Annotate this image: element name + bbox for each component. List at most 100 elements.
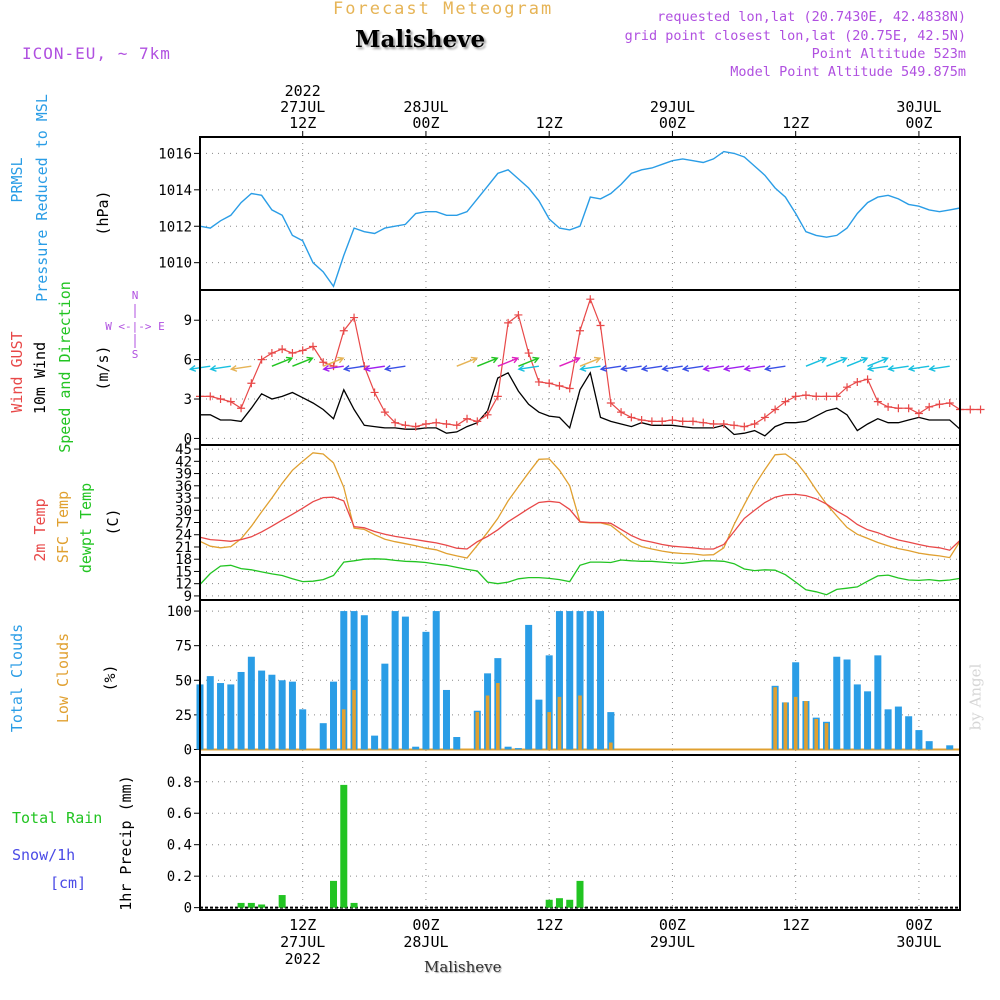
y-tick-label: 6 bbox=[184, 353, 192, 369]
rain-bar bbox=[237, 902, 245, 908]
wind-dir-arrowhead bbox=[599, 365, 607, 372]
gust-marker bbox=[493, 392, 502, 401]
gust-marker bbox=[421, 419, 430, 428]
total-cloud-bar bbox=[453, 737, 461, 750]
y-tick-label: 0 bbox=[184, 901, 192, 917]
pressure-label-1: PRMSL bbox=[8, 157, 26, 202]
wind-gust-label: Wind GUST bbox=[8, 331, 26, 412]
y-tick-label: 21 bbox=[175, 540, 192, 556]
wind-dir-arrow bbox=[805, 357, 827, 367]
sfc-label: SFC Temp bbox=[54, 491, 72, 563]
gridpoint-coords: grid point closest lon,lat (20.75E, 42.5… bbox=[624, 28, 966, 44]
total-cloud-bar bbox=[915, 730, 923, 750]
total-cloud-bar bbox=[607, 712, 615, 750]
total-cloud-label: Total Clouds bbox=[8, 624, 26, 732]
total-cloud-bar bbox=[905, 716, 913, 750]
y-tick-label: 0 bbox=[184, 431, 192, 447]
y-tick-label: 50 bbox=[175, 673, 192, 689]
total-cloud-bar bbox=[340, 611, 348, 750]
total-cloud-bar bbox=[288, 681, 296, 750]
gust-marker bbox=[267, 349, 276, 358]
total-cloud-bar bbox=[555, 611, 563, 750]
gust-marker bbox=[832, 392, 841, 401]
total-cloud-bar bbox=[330, 681, 338, 750]
gust-marker bbox=[750, 419, 759, 428]
gust-marker bbox=[853, 377, 862, 386]
total-cloud-bar bbox=[566, 611, 574, 750]
total-cloud-bar bbox=[247, 656, 255, 750]
cloud-unit: (%) bbox=[101, 664, 119, 691]
total-cloud-bar bbox=[319, 723, 327, 750]
requested-coords: requested lon,lat (20.7430E, 42.4838N) bbox=[657, 9, 966, 25]
gust-marker bbox=[257, 355, 266, 364]
total-cloud-bar bbox=[401, 616, 409, 750]
y-tick-label: 30 bbox=[175, 503, 192, 519]
panel-frame bbox=[199, 289, 961, 446]
low-cloud-bar bbox=[475, 712, 480, 750]
rain-bar bbox=[350, 902, 358, 908]
wind-dir-arrowhead bbox=[763, 365, 772, 372]
bottom-time-label: 00Z bbox=[659, 916, 686, 934]
top-time-label: 29JUL bbox=[650, 98, 695, 116]
wind-dir-arrow bbox=[600, 365, 622, 370]
gust-marker bbox=[442, 419, 451, 428]
gust-marker bbox=[483, 410, 492, 419]
total-cloud-bar bbox=[874, 655, 882, 750]
low-cloud-bar bbox=[352, 689, 356, 750]
y-tick-label: 75 bbox=[175, 639, 192, 655]
temp-unit: (C) bbox=[104, 508, 122, 535]
rain-bar bbox=[330, 880, 338, 908]
total-cloud-bar bbox=[925, 741, 933, 750]
y-tick-label: 1012 bbox=[158, 219, 192, 235]
y-tick-label: 45 bbox=[175, 442, 192, 458]
panel-frame bbox=[199, 136, 961, 291]
wind-dir-arrowhead bbox=[383, 365, 392, 372]
y-tick-label: 12 bbox=[175, 577, 192, 593]
bottom-time-label: 2022 bbox=[285, 950, 321, 968]
gust-marker bbox=[586, 295, 595, 304]
wind-dir-arrow bbox=[210, 365, 231, 370]
wind-dir-arrowhead bbox=[306, 356, 314, 364]
wind-dir-arrowhead bbox=[579, 365, 587, 372]
footer-location: Malisheve bbox=[424, 958, 502, 976]
bottom-time-label: 29JUL bbox=[650, 933, 695, 951]
wind-dir-arrow bbox=[497, 357, 519, 367]
wind-dir-arrow bbox=[580, 365, 601, 370]
gust-marker bbox=[709, 419, 718, 428]
rain-bar bbox=[576, 880, 584, 908]
gust-marker bbox=[308, 342, 317, 351]
wind-dir-arrow bbox=[621, 365, 642, 370]
total-cloud-bar bbox=[597, 611, 605, 750]
snow-unit: [cm] bbox=[50, 874, 86, 892]
total-cloud-bar bbox=[946, 745, 954, 750]
y-tick-label: 0.8 bbox=[167, 775, 192, 791]
gust-marker bbox=[216, 395, 225, 404]
y-tick-label: 33 bbox=[175, 491, 192, 507]
low-cloud-bar bbox=[485, 695, 490, 750]
gust-marker bbox=[565, 384, 574, 393]
wind-dir-arrow bbox=[868, 365, 889, 370]
gust-marker bbox=[884, 402, 893, 411]
low-cloud-bar bbox=[341, 709, 346, 750]
gust-marker bbox=[873, 397, 882, 406]
wind-dir-arrowhead bbox=[517, 365, 525, 372]
y-tick-label: 15 bbox=[175, 564, 192, 580]
y-tick-label: 27 bbox=[175, 516, 192, 532]
top-time-label: 27JUL bbox=[280, 98, 325, 116]
gust-marker bbox=[452, 421, 461, 430]
wind-dir-arrow bbox=[579, 357, 601, 367]
wind-dir-arrow bbox=[518, 357, 539, 367]
gust-marker bbox=[925, 402, 934, 411]
wind-label: 10m Wind bbox=[31, 342, 49, 414]
total-cloud-bar bbox=[864, 691, 872, 750]
wind-dir-arrow bbox=[456, 357, 478, 367]
gust-marker bbox=[730, 421, 739, 430]
wind-dir-label: Speed and Direction bbox=[56, 281, 74, 453]
total-cloud-bar bbox=[391, 611, 399, 750]
wind-dir-arrowhead bbox=[620, 365, 628, 372]
rain-bar bbox=[278, 895, 286, 908]
total-cloud-bar bbox=[586, 611, 594, 750]
gust-marker bbox=[688, 417, 697, 426]
sfc-temp-line bbox=[199, 452, 961, 559]
